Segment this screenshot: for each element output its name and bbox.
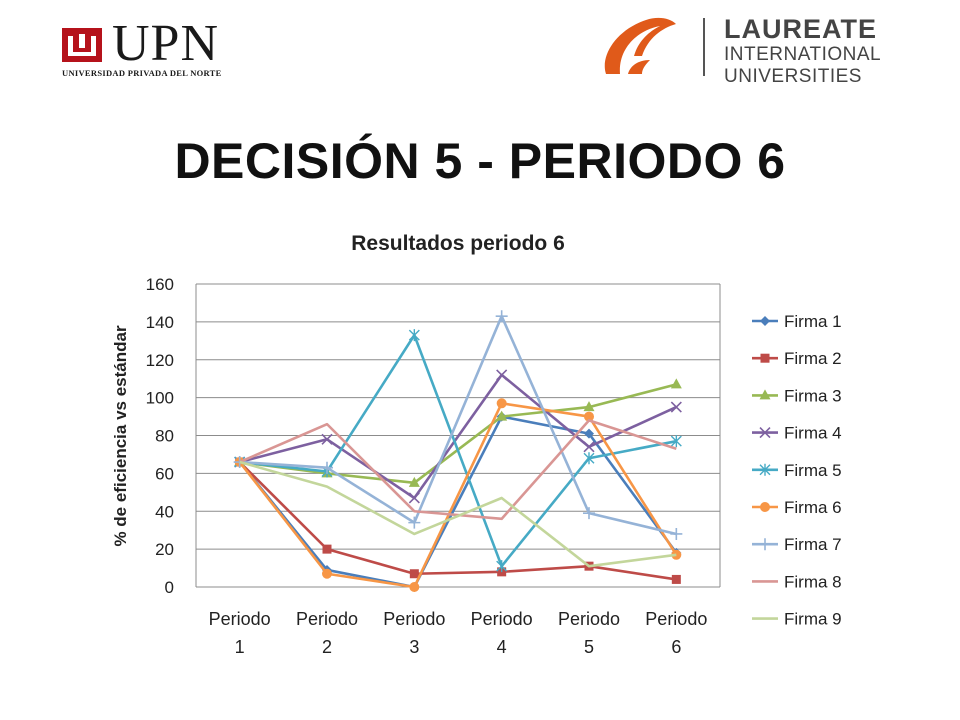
y-tick-label: 80 xyxy=(155,427,174,446)
data-point-firma-4 xyxy=(321,433,333,445)
data-point-firma-7 xyxy=(321,461,333,474)
y-tick-label: 40 xyxy=(155,502,174,521)
data-point-firma-2 xyxy=(322,544,332,554)
data-point-firma-2 xyxy=(671,574,681,584)
upn-wordmark: UPN xyxy=(112,15,220,72)
legend-marker-firma-4 xyxy=(759,427,771,439)
legend-label-firma-2: Firma 2 xyxy=(784,349,842,368)
data-point-firma-3 xyxy=(496,410,508,421)
x-tick-label: 2 xyxy=(322,637,332,657)
data-point-firma-1 xyxy=(584,428,594,439)
legend-marker-firma-1 xyxy=(760,316,770,326)
legend-marker-firma-3 xyxy=(759,389,771,400)
x-tick-label: Periodo xyxy=(209,609,271,629)
upn-logo: UPN UNIVERSIDAD PRIVADA DEL NORTE xyxy=(62,18,254,80)
x-tick-label: Periodo xyxy=(383,609,445,629)
data-point-firma-5 xyxy=(583,452,595,465)
data-point-firma-6 xyxy=(322,568,332,579)
legend-label-firma-7: Firma 7 xyxy=(784,535,842,554)
data-point-firma-4 xyxy=(496,369,508,381)
data-point-firma-3 xyxy=(583,401,595,412)
data-point-firma-7 xyxy=(583,507,595,520)
data-point-firma-5 xyxy=(496,560,508,573)
series-line-firma-2 xyxy=(238,461,677,581)
series-line-firma-6 xyxy=(238,402,678,589)
y-tick-label: 120 xyxy=(146,351,174,370)
upn-emblem-icon xyxy=(62,28,102,62)
x-tick-label: 6 xyxy=(671,637,681,657)
series-line-firma-9 xyxy=(239,460,677,568)
x-tick-label: Periodo xyxy=(471,609,533,629)
x-tick-label: 5 xyxy=(584,637,594,657)
upn-subtitle: UNIVERSIDAD PRIVADA DEL NORTE xyxy=(62,68,222,78)
logo-divider xyxy=(703,18,705,76)
x-tick-label: Periodo xyxy=(645,609,707,629)
laureate-line-2: INTERNATIONAL xyxy=(724,44,882,65)
data-point-firma-3 xyxy=(670,378,682,389)
data-point-firma-4 xyxy=(408,492,420,504)
y-tick-label: 160 xyxy=(146,275,174,294)
legend-label-firma-4: Firma 4 xyxy=(784,424,842,443)
data-point-firma-4 xyxy=(670,401,682,413)
data-point-firma-2 xyxy=(409,569,419,579)
legend-marker-firma-2 xyxy=(760,353,770,363)
x-tick-label: Periodo xyxy=(558,609,620,629)
data-point-firma-4 xyxy=(583,441,595,453)
y-tick-label: 20 xyxy=(155,540,174,559)
legend-label-firma-8: Firma 8 xyxy=(784,572,842,591)
legend-marker-firma-7 xyxy=(759,538,771,551)
y-tick-label: 100 xyxy=(146,389,174,408)
x-tick-label: 3 xyxy=(409,637,419,657)
y-tick-label: 0 xyxy=(165,578,174,597)
legend-label-firma-6: Firma 6 xyxy=(784,498,842,517)
series-line-firma-5 xyxy=(239,333,677,568)
laureate-wordmark: LAUREATE INTERNATIONAL UNIVERSITIES xyxy=(724,14,881,88)
series-line-firma-7 xyxy=(239,314,677,536)
data-point-firma-7 xyxy=(408,516,421,529)
data-point-firma-5 xyxy=(408,329,420,342)
x-tick-label: 4 xyxy=(497,637,507,657)
data-point-firma-3 xyxy=(408,476,420,487)
data-point-firma-7 xyxy=(495,310,508,323)
laureate-name: LAUREATE xyxy=(724,14,877,44)
slide-title: DECISIÓN 5 - PERIODO 6 xyxy=(174,133,786,189)
y-axis-label: % de eficiencia vs estándar xyxy=(111,325,130,546)
laureate-emblem-icon xyxy=(604,17,676,75)
x-tick-label: Periodo xyxy=(296,609,358,629)
x-tick-label: 1 xyxy=(235,637,245,657)
y-tick-label: 140 xyxy=(146,313,174,332)
data-point-firma-6 xyxy=(409,582,420,592)
legend-marker-firma-5 xyxy=(759,463,771,476)
legend-label-firma-5: Firma 5 xyxy=(784,461,842,480)
legend-label-firma-9: Firma 9 xyxy=(784,610,842,629)
legend-marker-firma-6 xyxy=(760,502,770,512)
data-point-firma-7 xyxy=(670,527,683,540)
series-line-firma-1 xyxy=(238,415,678,589)
data-point-firma-6 xyxy=(496,398,507,409)
legend-label-firma-3: Firma 3 xyxy=(784,386,842,405)
data-point-firma-6 xyxy=(584,411,594,422)
chart-title: Resultados periodo 6 xyxy=(351,232,565,255)
laureate-line-3: UNIVERSITIES xyxy=(724,66,862,87)
legend-label-firma-1: Firma 1 xyxy=(784,312,842,331)
y-tick-label: 60 xyxy=(155,464,174,483)
data-point-firma-5 xyxy=(670,435,682,448)
